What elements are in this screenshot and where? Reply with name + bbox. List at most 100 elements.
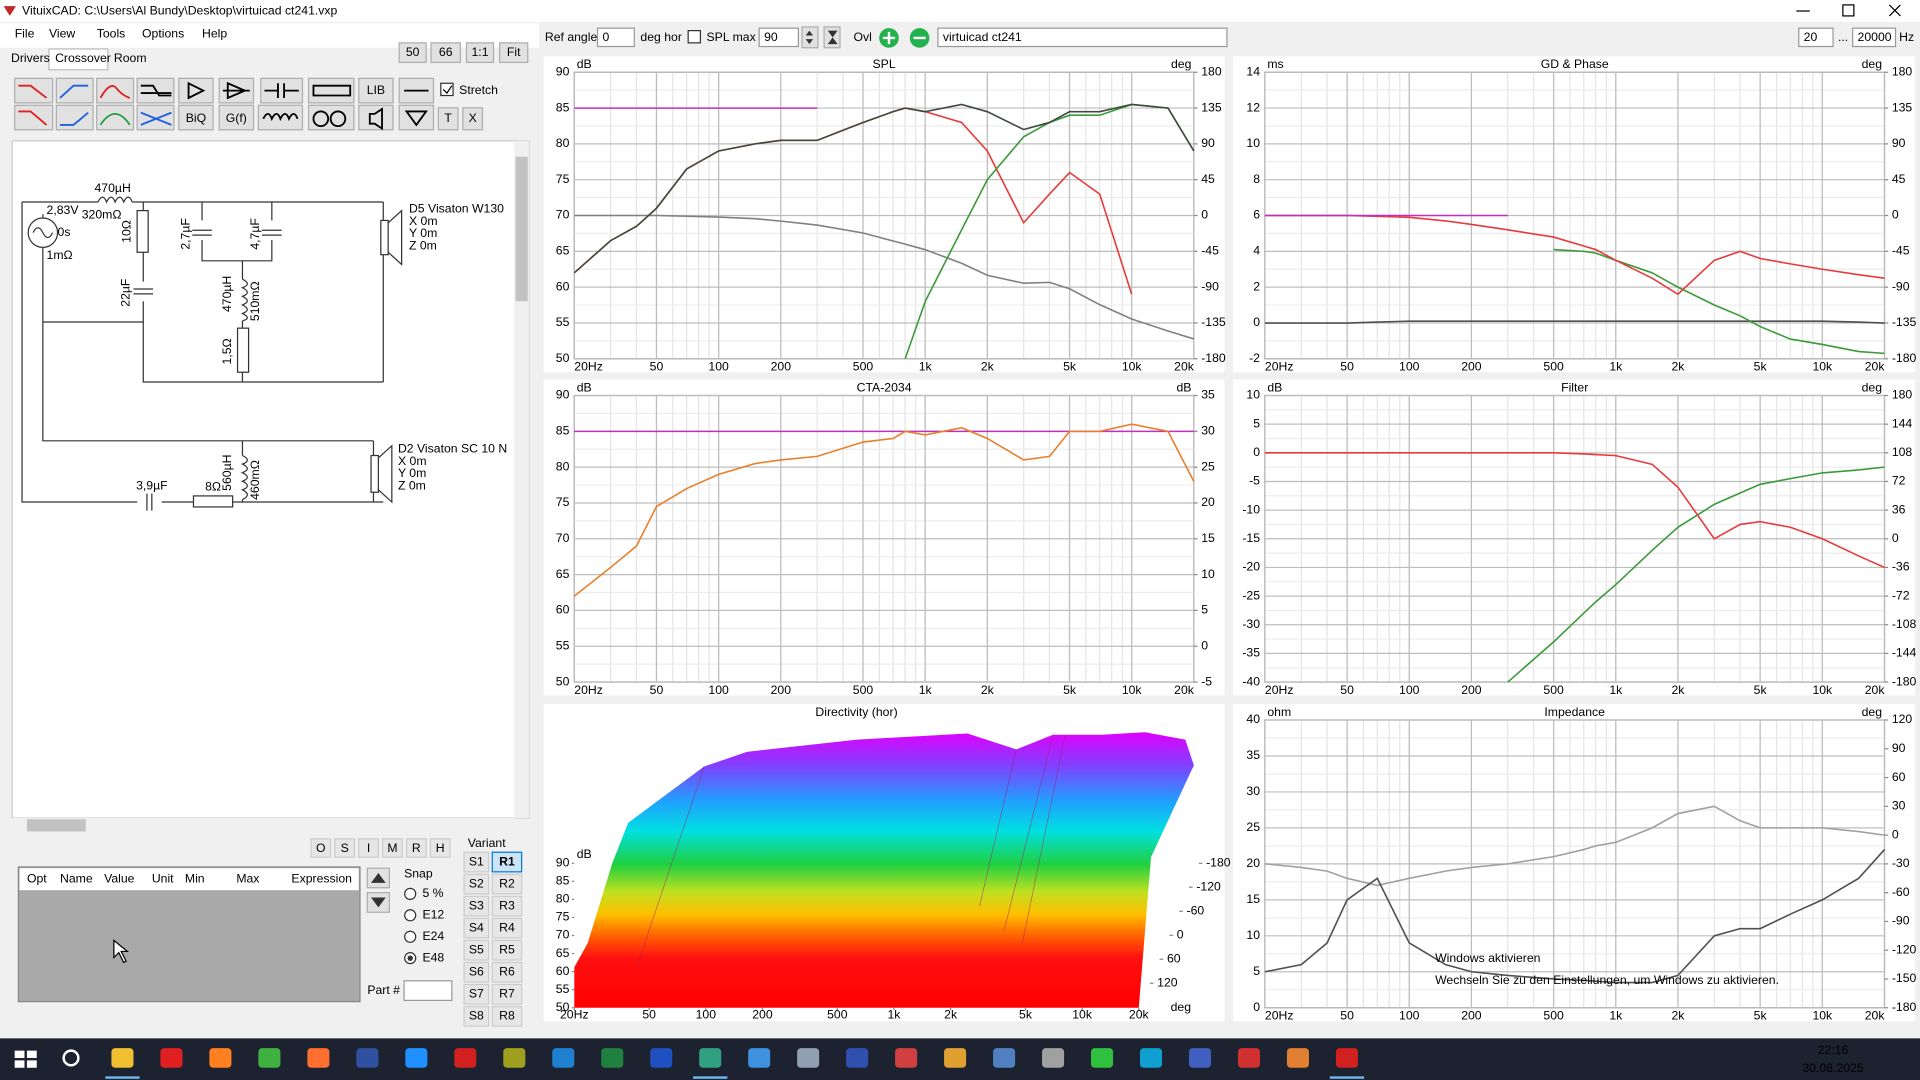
taskbar-icon[interactable]: [748, 1048, 771, 1068]
taskbar-icon[interactable]: [1237, 1048, 1260, 1068]
project-input[interactable]: [937, 27, 1228, 48]
variant-s-label[interactable]: S3: [469, 898, 484, 912]
variant-s-button[interactable]: [463, 917, 490, 939]
variant-r-label[interactable]: R3: [499, 898, 515, 912]
zoom-button-label[interactable]: Fit: [507, 45, 521, 59]
tab[interactable]: Crossover: [55, 51, 111, 65]
taskbar-icon[interactable]: [356, 1048, 379, 1068]
tool-button[interactable]: [178, 104, 214, 131]
part-input[interactable]: [403, 980, 453, 1002]
variant-r-label[interactable]: R7: [499, 987, 515, 1001]
taskbar-icon[interactable]: [846, 1048, 869, 1068]
tool-button-label[interactable]: X: [469, 111, 477, 125]
v-scrollbar[interactable]: [514, 140, 529, 818]
tool-button[interactable]: [96, 77, 135, 104]
f-max-input[interactable]: [1852, 27, 1897, 48]
restore-button[interactable]: [1842, 4, 1855, 17]
variant-s-button[interactable]: [463, 961, 490, 983]
variant-s-button[interactable]: [463, 851, 490, 873]
taskbar-icon[interactable]: [601, 1048, 624, 1068]
snap-radio[interactable]: [404, 909, 417, 922]
spl-max-input-value[interactable]: 90: [764, 30, 778, 44]
variant-r-label[interactable]: R5: [499, 942, 515, 956]
tool-button[interactable]: [218, 104, 255, 131]
variant-r-button[interactable]: [491, 1005, 523, 1027]
variant-r-button[interactable]: [491, 895, 523, 917]
menu-item[interactable]: Tools: [97, 27, 126, 41]
flag-button[interactable]: [382, 838, 403, 858]
spin-button[interactable]: [801, 26, 819, 49]
tool-button[interactable]: [358, 77, 394, 104]
spl-max-input[interactable]: [758, 27, 799, 48]
snap-option[interactable]: E24: [422, 929, 444, 943]
tool-button[interactable]: [96, 104, 135, 131]
variant-s-label[interactable]: S2: [469, 876, 484, 890]
taskbar-icon[interactable]: [454, 1048, 477, 1068]
snap-option[interactable]: E48: [422, 950, 444, 964]
h-scroll-thumb[interactable]: [26, 819, 86, 832]
variant-s-button[interactable]: [463, 895, 490, 917]
variant-s-button[interactable]: [463, 873, 490, 895]
f-min-input-value[interactable]: 20: [1804, 30, 1818, 44]
tool-button[interactable]: [14, 104, 54, 131]
tool-button[interactable]: [358, 104, 394, 131]
taskbar-icon[interactable]: [699, 1048, 722, 1068]
taskbar-icon[interactable]: [1140, 1048, 1163, 1068]
variant-s-label[interactable]: S8: [469, 1009, 484, 1023]
close-button[interactable]: [1888, 4, 1901, 17]
tool-button[interactable]: [307, 77, 355, 104]
tool-button[interactable]: [55, 77, 94, 104]
variant-r-button[interactable]: [491, 873, 523, 895]
zoom-button[interactable]: [465, 42, 495, 64]
menu-item[interactable]: Options: [142, 27, 184, 41]
menu-item[interactable]: View: [49, 27, 75, 41]
variant-s-button[interactable]: [463, 1005, 490, 1027]
stretch-checkbox[interactable]: [440, 82, 454, 97]
taskbar-icon[interactable]: [307, 1048, 330, 1068]
zoom-button[interactable]: [430, 42, 462, 64]
ref-angle-input-value[interactable]: 0: [602, 30, 609, 44]
variant-s-label[interactable]: S6: [469, 964, 484, 978]
flag-button[interactable]: [310, 838, 332, 858]
v-scroll-thumb[interactable]: [515, 156, 528, 302]
flag-label[interactable]: R: [412, 841, 421, 855]
active-tab[interactable]: [48, 48, 109, 71]
taskbar-icon[interactable]: [993, 1048, 1016, 1068]
variant-r-label[interactable]: R8: [499, 1009, 515, 1023]
tool-button[interactable]: [178, 77, 214, 104]
zoom-button-label[interactable]: 1:1: [471, 45, 488, 59]
taskbar-icon[interactable]: [1042, 1048, 1065, 1068]
taskbar-icon[interactable]: [258, 1048, 281, 1068]
taskbar-icon[interactable]: [552, 1048, 575, 1068]
variant-r-label[interactable]: R1: [499, 854, 515, 868]
flag-label[interactable]: S: [341, 841, 349, 855]
variant-r-button[interactable]: [491, 939, 523, 961]
flag-button[interactable]: [405, 838, 427, 858]
taskbar-icon[interactable]: [1188, 1048, 1212, 1068]
variant-s-label[interactable]: S7: [469, 987, 484, 1001]
snap-radio[interactable]: [404, 930, 417, 943]
taskbar-icon[interactable]: [944, 1048, 967, 1068]
reset-button[interactable]: [823, 26, 841, 49]
ref-angle-input[interactable]: [596, 27, 635, 48]
zoom-button-label[interactable]: 50: [406, 45, 420, 59]
zoom-button[interactable]: [498, 42, 529, 64]
variant-r-button[interactable]: [491, 917, 523, 939]
taskbar-icon[interactable]: [1286, 1048, 1309, 1068]
tool-button[interactable]: [55, 104, 94, 131]
tab[interactable]: Drivers: [11, 51, 50, 65]
variant-r-label[interactable]: R2: [499, 876, 515, 890]
taskbar-icon[interactable]: [797, 1048, 820, 1068]
tool-button[interactable]: [462, 107, 484, 131]
flag-button[interactable]: [358, 838, 379, 858]
zoom-button-label[interactable]: 66: [439, 45, 453, 59]
menu-item[interactable]: File: [15, 27, 35, 41]
tool-button[interactable]: [307, 104, 355, 131]
variant-r-button[interactable]: [491, 961, 523, 983]
flag-label[interactable]: M: [387, 841, 397, 855]
f-max-input-value[interactable]: 20000: [1858, 30, 1892, 44]
variant-r-label[interactable]: R4: [499, 920, 515, 934]
tool-button[interactable]: [14, 77, 54, 104]
variant-s-label[interactable]: S4: [469, 920, 484, 934]
taskbar-icon[interactable]: [1091, 1048, 1114, 1068]
